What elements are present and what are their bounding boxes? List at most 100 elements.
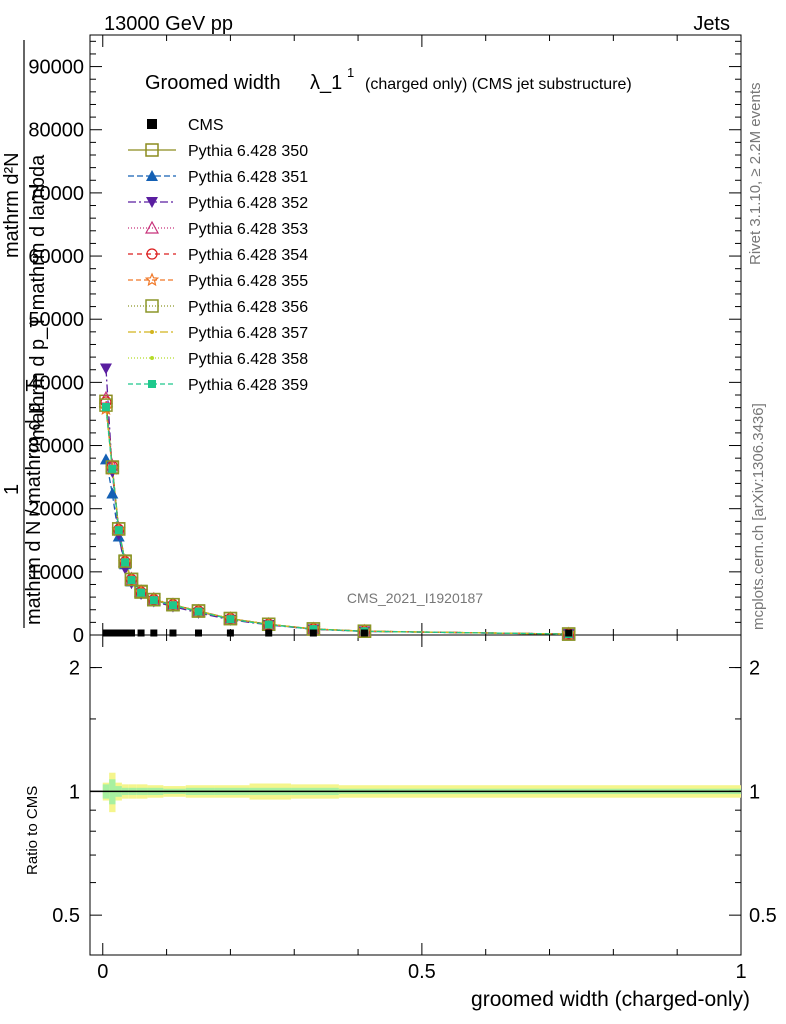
ratio-tick-label: 1 xyxy=(69,781,80,803)
data-point-marker xyxy=(147,119,157,129)
rivet-label: Rivet 3.1.10, ≥ 2.2M events xyxy=(747,83,764,266)
series-lines xyxy=(105,368,569,635)
y-label-bottom: mathrm d N / mathrm d p_T xyxy=(23,379,45,625)
data-point-marker xyxy=(121,558,130,567)
data-point-marker xyxy=(144,272,160,287)
data-point-marker xyxy=(144,220,160,234)
x-tick-label: 0.5 xyxy=(408,961,436,983)
title-suffix: (charged only) (CMS jet substructure) xyxy=(365,76,632,93)
y-label-mid: mathrm d p_T mathrm d lambda xyxy=(27,154,49,440)
data-point-marker xyxy=(357,624,372,638)
data-point-marker xyxy=(115,629,123,637)
data-point-marker xyxy=(150,629,158,637)
chart-title: Groomed width λ_1 1 (charged only) (CMS … xyxy=(145,65,632,94)
y-tick-label: 60000 xyxy=(28,246,84,268)
legend: CMS Pythia 6.428 350 Pythia 6.428 351 Pythi… xyxy=(128,117,308,394)
data-point-marker xyxy=(166,597,180,612)
data-point-marker xyxy=(150,330,154,334)
data-point-marker xyxy=(137,588,146,597)
data-point-marker xyxy=(226,629,234,637)
data-point-marker xyxy=(145,299,159,313)
data-point-marker xyxy=(145,143,159,157)
data-point-marker xyxy=(111,522,126,536)
data-point-marker xyxy=(102,629,110,637)
axis-tick-labels: 0 10000 20000 30000 40000 50000 60000 70000 8000… xyxy=(28,57,776,983)
ratio-tick-label-right: 2 xyxy=(749,658,760,680)
series-line xyxy=(105,368,569,635)
data-point-marker xyxy=(105,460,120,474)
y-tick-label: 20000 xyxy=(28,499,84,521)
data-point-marker xyxy=(565,629,573,637)
title-superscript: 1 xyxy=(347,65,354,80)
legend-label: Pythia 6.428 352 xyxy=(188,195,308,212)
data-point-marker xyxy=(146,170,158,181)
legend-label: Pythia 6.428 355 xyxy=(188,273,308,290)
ratio-tick-label: 2 xyxy=(69,658,80,680)
legend-label: Pythia 6.428 353 xyxy=(188,221,308,238)
data-point-marker xyxy=(108,629,116,637)
data-point-marker xyxy=(150,356,154,360)
data-point-marker xyxy=(561,627,576,641)
data-point-marker xyxy=(223,611,238,626)
header-right: Jets xyxy=(693,13,730,35)
data-point-marker xyxy=(149,596,158,605)
data-point-marker xyxy=(121,629,129,637)
ratio-y-label: Ratio to CMS xyxy=(24,786,41,875)
data-point-marker xyxy=(360,629,368,637)
data-point-marker xyxy=(134,584,148,599)
y-tick-label: 80000 xyxy=(28,120,84,142)
y-axis-label: mathrm d N / mathrm d p_T 1 mathrm d p_T… xyxy=(1,40,49,628)
mcplots-label: mcplots.cern.ch [arXiv:1306.3436] xyxy=(750,403,767,630)
data-point-marker xyxy=(265,629,273,637)
data-point-marker xyxy=(194,607,203,616)
legend-label: Pythia 6.428 356 xyxy=(188,299,308,316)
y-tick-label: 40000 xyxy=(28,372,84,394)
ratio-tick-label-right: 1 xyxy=(749,781,760,803)
legend-label: Pythia 6.428 357 xyxy=(188,325,308,342)
y-tick-label: 0 xyxy=(73,625,84,647)
header-left: 13000 GeV pp xyxy=(104,13,233,35)
data-point-marker xyxy=(309,625,318,634)
legend-label: Pythia 6.428 354 xyxy=(188,247,308,264)
y-tick-label: 30000 xyxy=(28,436,84,458)
y-tick-label: 10000 xyxy=(28,562,84,584)
y-tick-label: 70000 xyxy=(28,183,84,205)
data-point-marker xyxy=(146,197,158,208)
axis-ticks xyxy=(90,35,742,955)
ratio-tick-label-right: 0.5 xyxy=(749,905,777,927)
data-point-marker xyxy=(195,629,202,637)
data-point-marker xyxy=(309,629,317,637)
data-point-marker xyxy=(118,554,132,568)
data-point-marker xyxy=(137,629,145,637)
data-point-marker xyxy=(168,601,177,610)
data-point-marker xyxy=(147,592,161,607)
data-point-marker xyxy=(191,604,206,618)
data-point-marker xyxy=(148,380,156,388)
data-point-marker xyxy=(124,572,139,587)
legend-label: Pythia 6.428 358 xyxy=(188,351,308,368)
data-point-marker xyxy=(264,620,273,629)
legend-label: CMS xyxy=(188,117,224,134)
data-point-marker xyxy=(226,615,235,624)
data-point-marker xyxy=(101,403,110,411)
data-point-marker xyxy=(127,576,136,585)
title-main: Groomed width xyxy=(145,72,281,94)
y-tick-label: 90000 xyxy=(28,57,84,79)
y-label-top: mathrm d²N xyxy=(1,152,23,258)
data-point-marker xyxy=(99,363,112,375)
y-tick-label: 50000 xyxy=(28,309,84,331)
data-point-marker xyxy=(108,464,117,473)
data-point-marker xyxy=(106,487,119,499)
data-point-marker xyxy=(114,526,123,535)
analysis-watermark: CMS_2021_I1920187 xyxy=(347,590,483,606)
data-point-marker xyxy=(169,629,177,637)
x-tick-label: 0 xyxy=(97,961,108,983)
ratio-tick-label: 0.5 xyxy=(52,905,80,927)
data-point-marker xyxy=(99,398,113,412)
legend-label: Pythia 6.428 350 xyxy=(188,143,308,160)
ratio-band xyxy=(102,772,741,813)
legend-label: Pythia 6.428 359 xyxy=(188,377,308,394)
legend-label: Pythia 6.428 351 xyxy=(188,169,308,186)
x-tick-label: 1 xyxy=(735,961,746,983)
